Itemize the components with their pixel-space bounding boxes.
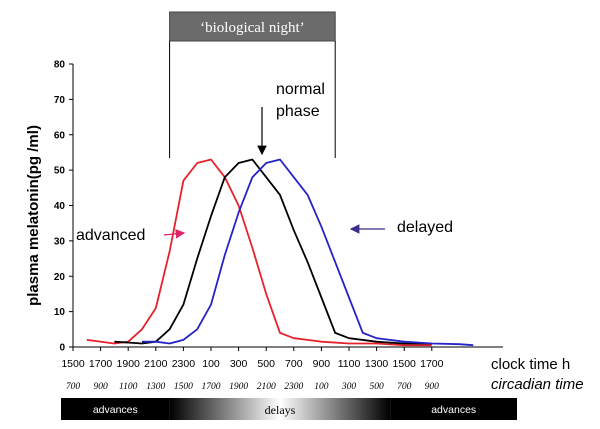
series-line-advanced bbox=[86, 158, 432, 347]
x-tick-label: 700 bbox=[285, 358, 303, 370]
circadian-tick-label: 1300 bbox=[146, 382, 165, 392]
circadian-tick-label: 500 bbox=[369, 382, 384, 392]
y-tick-label: 70 bbox=[54, 95, 66, 106]
x-tick-label: 500 bbox=[257, 358, 275, 370]
night-label: ‘biological night’ bbox=[200, 20, 305, 36]
bar-delays bbox=[169, 398, 391, 420]
x-tick-label: 1500 bbox=[393, 358, 417, 370]
bar-advances-left bbox=[61, 398, 170, 420]
bar-label-right: advances bbox=[431, 404, 476, 416]
x-tick-label: 1500 bbox=[61, 358, 85, 370]
circadian-tick-label: 1700 bbox=[202, 382, 221, 392]
circadian-tick-label: 900 bbox=[93, 382, 108, 392]
annotation-normal-line1: normal bbox=[276, 81, 325, 98]
circadian-tick-label: 300 bbox=[341, 382, 357, 392]
x-tick-label: 1300 bbox=[365, 358, 389, 370]
circadian-tick-label: 1900 bbox=[229, 382, 248, 392]
y-axis-label: plasma melatonin(pg /ml) bbox=[25, 125, 42, 306]
x-tick-label: 1100 bbox=[338, 358, 361, 370]
x-tick-label: 300 bbox=[230, 358, 248, 370]
circadian-tick-label: 700 bbox=[397, 382, 412, 392]
y-tick-label: 10 bbox=[54, 307, 66, 318]
annotation-advanced: advanced bbox=[76, 227, 145, 244]
bar-label-left: advances bbox=[93, 404, 138, 416]
series-group bbox=[86, 158, 474, 347]
x-tick-label: 1700 bbox=[89, 358, 113, 370]
circadian-tick-label: 2100 bbox=[257, 382, 276, 392]
bar-advances-right bbox=[390, 398, 517, 420]
x-axis-label-circadian: circadian time bbox=[491, 376, 584, 393]
circadian-tick-label: 2300 bbox=[284, 382, 303, 392]
y-ticks: 0 10 20 30 40 50 60 70 80 bbox=[54, 60, 73, 354]
annotation-normal-line2: phase bbox=[276, 103, 320, 120]
y-tick-label: 50 bbox=[54, 166, 66, 177]
x-axis-label: clock time h bbox=[491, 356, 570, 373]
y-tick-label: 0 bbox=[59, 343, 65, 354]
x-tick-label: 2100 bbox=[144, 358, 168, 370]
x-tick-label: 900 bbox=[313, 358, 331, 370]
circadian-tick-label: 100 bbox=[314, 382, 329, 392]
series-line-normal bbox=[114, 158, 432, 345]
y-tick-label: 40 bbox=[54, 201, 66, 212]
night-box bbox=[169, 11, 336, 42]
y-tick-label: 20 bbox=[54, 272, 66, 283]
x-tick-label: 1700 bbox=[420, 358, 444, 370]
y-tick-label: 30 bbox=[54, 236, 66, 247]
circadian-tick-label: 1500 bbox=[174, 382, 193, 392]
annotation-delayed: delayed bbox=[397, 219, 453, 236]
bar-label-middle: delays bbox=[265, 403, 296, 417]
annotation-advanced-arrow bbox=[163, 229, 186, 239]
x-tick-label: 100 bbox=[202, 358, 220, 370]
circadian-tick-label: 1100 bbox=[119, 382, 138, 392]
y-tick-label: 60 bbox=[54, 130, 66, 141]
circadian-tick-label: 700 bbox=[66, 382, 81, 392]
circadian-tick-label: 900 bbox=[425, 382, 440, 392]
x-ticks: 1500 1700 1900 2100 2300 100 300 500 700 900 1100 1… bbox=[61, 347, 444, 392]
x-tick-label: 2300 bbox=[172, 358, 196, 370]
y-tick-label: 80 bbox=[54, 60, 66, 71]
x-tick-label: 1900 bbox=[117, 358, 141, 370]
series-line-delayed bbox=[142, 158, 474, 347]
